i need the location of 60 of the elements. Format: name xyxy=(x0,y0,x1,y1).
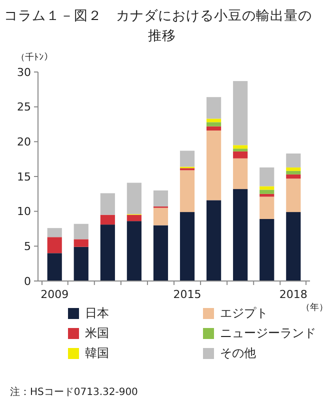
bar xyxy=(100,214,115,225)
bar xyxy=(74,224,88,240)
bar xyxy=(153,190,168,206)
bar xyxy=(233,148,248,152)
bar xyxy=(260,190,274,194)
bar xyxy=(100,224,115,281)
y-tick-label: 10 xyxy=(17,205,31,218)
bar xyxy=(206,118,222,122)
bar xyxy=(47,237,62,254)
bar xyxy=(47,228,62,238)
y-tick-label: 25 xyxy=(17,100,31,114)
bar xyxy=(180,212,195,281)
bar xyxy=(206,130,222,200)
bar xyxy=(153,208,168,226)
bar xyxy=(100,193,115,215)
bar xyxy=(74,239,88,247)
legend-label: 米国 xyxy=(85,326,109,340)
bar xyxy=(260,167,274,186)
x-tick-label: 2009 xyxy=(40,288,69,301)
bar xyxy=(126,182,142,214)
bar xyxy=(126,221,142,281)
bar xyxy=(233,81,248,146)
bar xyxy=(233,145,248,149)
bar xyxy=(180,170,195,212)
text: 注：HSコード0713.32-900 xyxy=(10,386,138,398)
bar xyxy=(47,253,62,281)
bar xyxy=(153,225,168,281)
y-axis-title: （千ﾄﾝ） xyxy=(16,52,53,63)
x-axis-title: （年） xyxy=(301,302,328,313)
y-tick-label: 30 xyxy=(17,66,31,79)
bar xyxy=(286,167,301,171)
bar xyxy=(206,200,222,281)
bar xyxy=(286,154,301,168)
chart-title: コラム１－図２ カナダにおける小豆の輸出量の推移 xyxy=(4,8,312,44)
bar xyxy=(286,212,301,281)
legend-label: 日本 xyxy=(85,306,109,320)
legend-label: ニュージーランド xyxy=(220,326,316,340)
bar xyxy=(286,174,301,179)
legend-label: エジプト xyxy=(220,306,268,320)
bar xyxy=(233,151,248,158)
bar xyxy=(206,122,222,126)
y-tick-label: 5 xyxy=(24,240,31,254)
bar xyxy=(233,189,248,281)
legend-label: 韓国 xyxy=(85,346,109,360)
bar xyxy=(260,196,274,219)
bar xyxy=(126,214,142,222)
bar xyxy=(180,150,195,167)
bar xyxy=(206,97,222,119)
bar xyxy=(74,246,88,281)
bar xyxy=(286,170,301,174)
legend-label: その他 xyxy=(220,346,256,360)
y-tick-label: 0 xyxy=(24,274,31,288)
x-tick-label: 2015 xyxy=(173,288,202,301)
bar xyxy=(260,218,274,281)
y-tick-label: 20 xyxy=(17,136,31,149)
bar xyxy=(206,126,222,131)
y-tick-label: 15 xyxy=(17,170,31,184)
bar xyxy=(286,178,301,212)
x-tick-label: 2018 xyxy=(279,288,308,301)
bar xyxy=(233,158,248,190)
